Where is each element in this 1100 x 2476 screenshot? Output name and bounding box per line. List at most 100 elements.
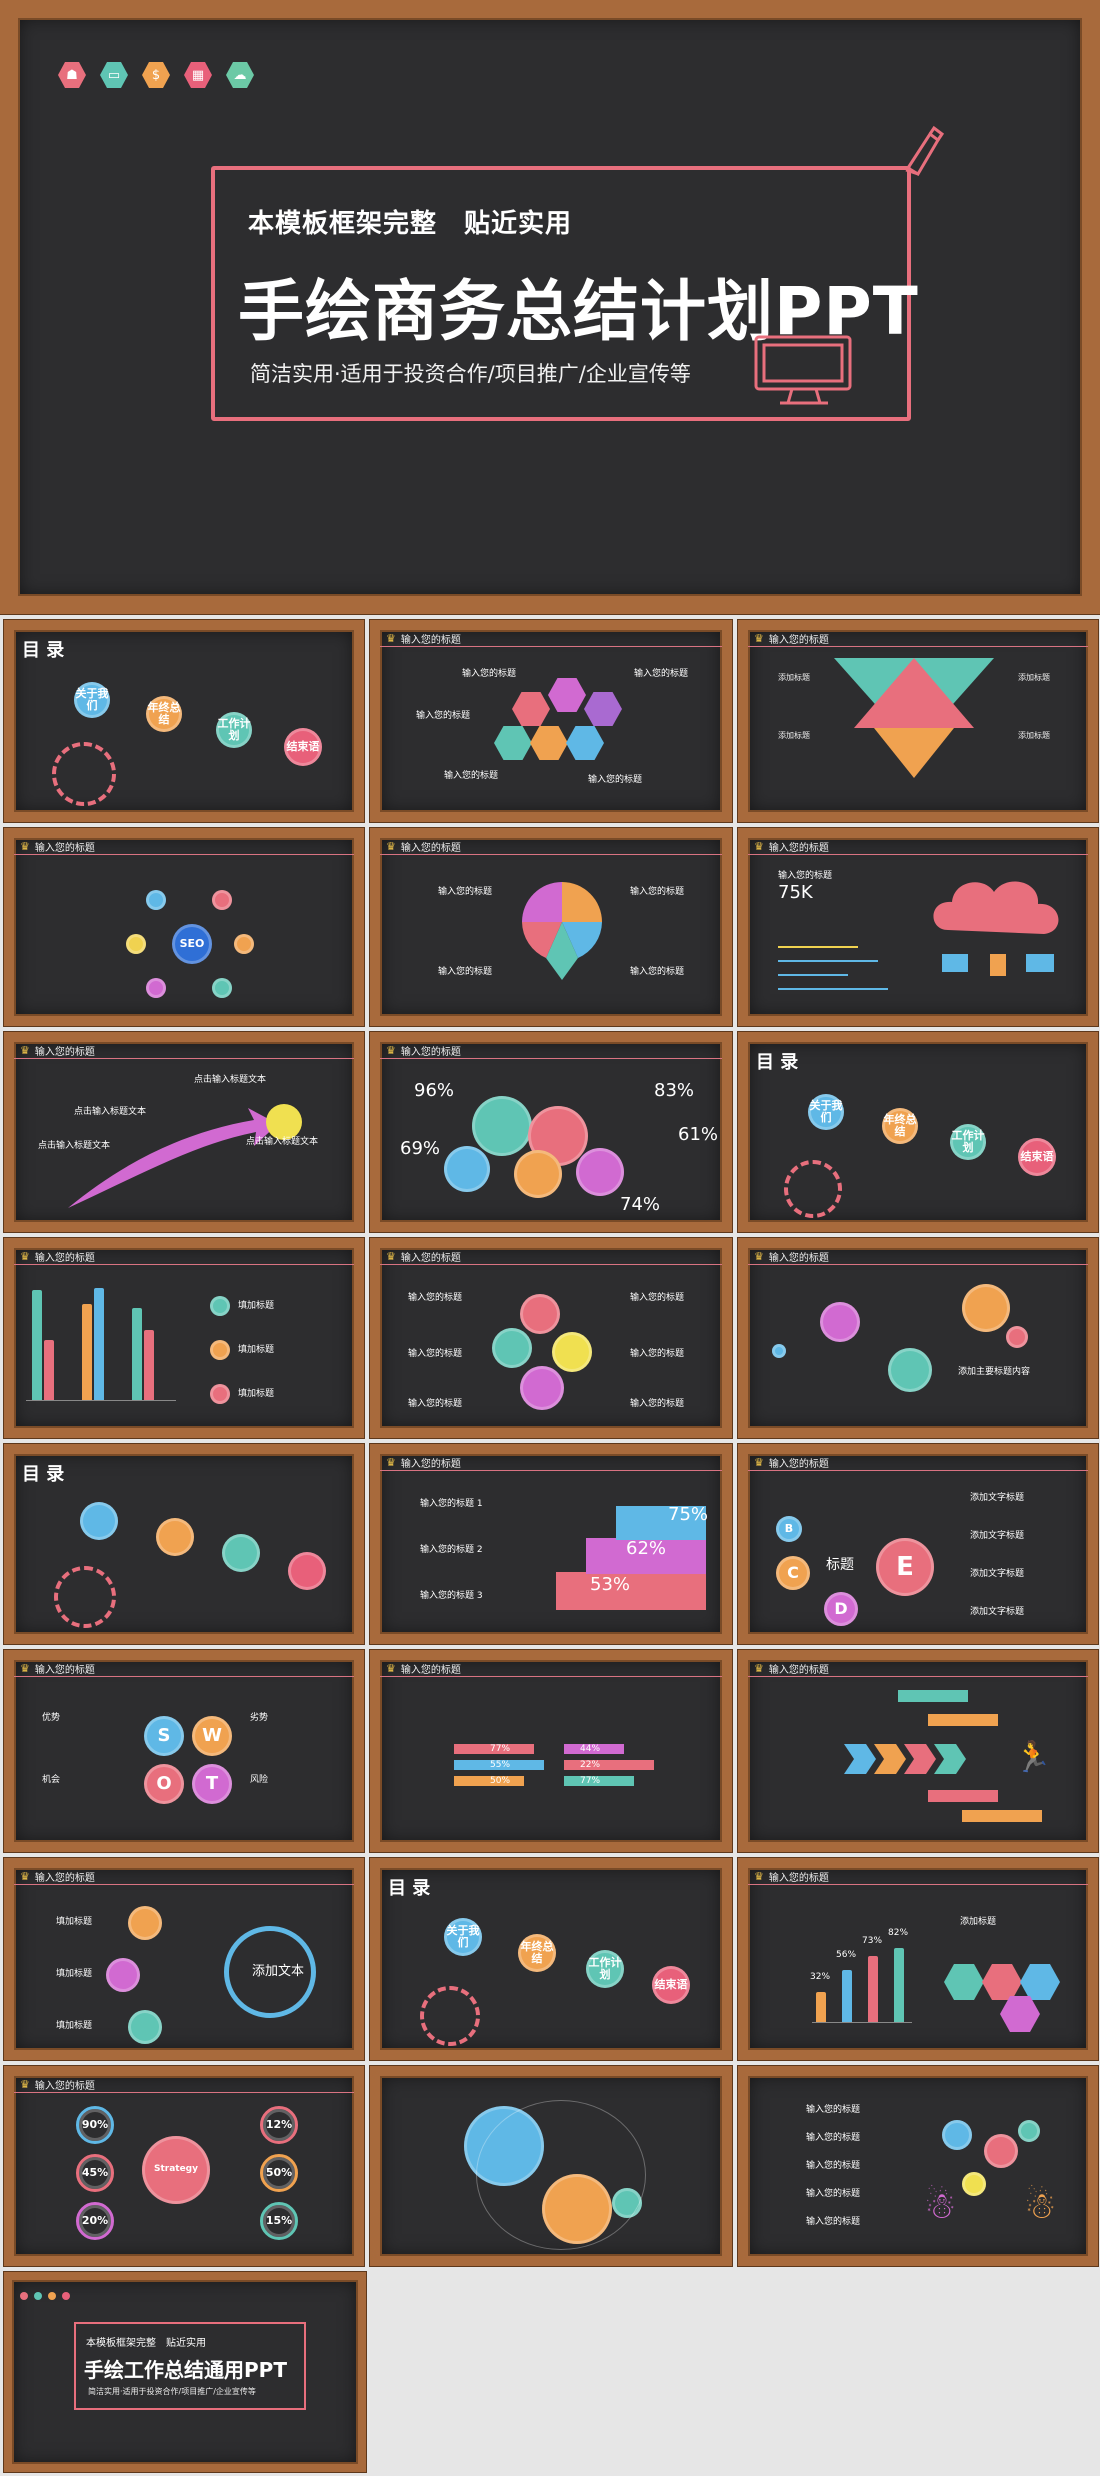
percent-label: 75% [668,1504,709,1525]
swot-circle: S [144,1716,184,1756]
spoke-node [146,890,166,910]
slide-thumb-speech-bubbles[interactable] [370,2066,732,2266]
slide-thumb-hexagons[interactable]: ♛ 输入您的标题 输入您的标题 输入您的标题 输入您的标题 输入您的标题 输入您的… [370,620,732,822]
percent-label: 22% [580,1760,601,1770]
slide-thumb-bar-hex[interactable]: ♛ 输入您的标题 32% 56% 73% 82% 添加标题 [738,1858,1098,2060]
text-label: 点击输入标题文本 [38,1141,111,1151]
growth-arrow [68,1104,302,1208]
gear-icon [1018,2120,1040,2142]
slide-thumb-bubbles[interactable]: ♛ 输入您的标题 96% 83% 69% 61% 74% [370,1032,732,1232]
hexagon [1000,1996,1040,2032]
percent-ring: 12% [260,2106,298,2144]
text-label: 输入您的标题 3 [420,1591,483,1601]
trophy-icon: ♛ [754,1869,764,1883]
bar [894,1948,904,2022]
center-text: 添加文本 [252,1964,305,1979]
slide-thumb-swot[interactable]: ♛ 输入您的标题 S W O T 优势 劣势 机会 风险 [4,1650,364,1852]
bar [44,1340,54,1400]
slide-thumb-gears[interactable]: 输入您的标题 输入您的标题 输入您的标题 输入您的标题 输入您的标题 ☃ ☃ [738,2066,1098,2266]
text-label: 输入您的标题 [806,2133,861,2143]
slide-thumb-hbars[interactable]: ♛ 输入您的标题 77% 55% 50% 44% 22% 77% [370,1650,732,1852]
text-label: 添加标题 [1018,731,1050,740]
hero-subtitle: 本模板框架完整 贴近实用 [248,209,573,239]
h-bar [454,1760,544,1770]
strategy-hub: Strategy [142,2136,210,2204]
text-label: 输入您的标题 [630,1293,685,1303]
cluster-circle [520,1294,560,1334]
slide-thumb-circle-cluster[interactable]: ♛ 输入您的标题 输入您的标题 输入您的标题 输入您的标题 输入您的标题 输入您的… [370,1238,732,1438]
text-label: 点击输入标题文本 [74,1107,147,1117]
toc-item: 年终总结 [146,696,182,732]
slide-thumb-dots[interactable]: ♛ 输入您的标题 添加主要标题内容 [738,1238,1098,1438]
dot [820,1302,860,1342]
bar [144,1330,154,1400]
location-pin-pie [522,882,602,980]
toc-item: 工作计划 [950,1124,986,1160]
stair-step [616,1506,706,1540]
slide-thumb-arrow[interactable]: ♛ 输入您的标题 点击输入标题文本 点击输入标题文本 点击输入标题文本 点击输入标… [4,1032,364,1232]
people-icon: ☗ [58,62,86,88]
slide-thumb-cloud[interactable]: ♛ 输入您的标题 输入您的标题 75K [738,828,1098,1026]
percent-label: 74% [620,1194,661,1215]
gear-icon [942,2120,972,2150]
dot [888,1348,932,1392]
text-label: 输入您的标题 [438,967,493,977]
text-label: 添加文字标题 [970,1607,1025,1617]
text-label: 风险 [250,1775,269,1785]
slide-thumb-toc-3[interactable]: 目 录 [4,1444,364,1644]
text-label: 输入您的标题 [806,2217,861,2227]
text-label: 输入您的标题 [444,771,499,781]
slide-thumb-toc-1[interactable]: 目 录 关于我们 年终总结 工作计划 结束语 [4,620,364,822]
slide-thumb-stairs[interactable]: ♛ 输入您的标题 输入您的标题 1 输入您的标题 2 输入您的标题 3 75% 6… [370,1444,732,1644]
text-label: 添加文字标题 [970,1569,1025,1579]
toc-item: 工作计划 [216,712,252,748]
text-label: 输入您的标题 [416,711,471,721]
text-label: 添加标题 [960,1917,997,1927]
trophy-icon: ♛ [20,1869,30,1883]
text-label: 输入您的标题 [806,2105,861,2115]
progress-line [778,960,878,962]
orbit-ring [476,2100,646,2250]
slide-thumb-letters[interactable]: ♛ 输入您的标题 B C D E 标题 添加文字标题 添加文字标题 添加文字标题 … [738,1444,1098,1644]
slide-thumb-bars[interactable]: ♛ 输入您的标题 填加标题 填加标题 填加标题 [4,1238,364,1438]
spoke-node [234,934,254,954]
trophy-icon: ♛ [386,1455,396,1469]
hero-icon-row: ☗ ▭ $ ▦ ☁ [58,62,254,88]
percent-label: 96% [414,1080,455,1101]
center-ring [224,1926,316,2018]
slide-thumb-strategy[interactable]: ♛ 输入您的标题 90% 45% 20% 12% 50% 15% Strategy [4,2066,364,2266]
slide-thumb-seo[interactable]: ♛ 输入您的标题 SEO [4,828,364,1026]
monitor-icon: ▭ [100,62,128,88]
bubble [576,1148,624,1196]
toc-title: 目 录 [756,1052,799,1073]
cover-slide[interactable]: ☗ ▭ $ ▦ ☁ [0,0,1100,614]
slide-thumb-chevrons[interactable]: ♛ 输入您的标题 🏃 [738,1650,1098,1852]
slide-header: ♛ 输入您的标题 [380,1454,722,1471]
h-bar [454,1744,534,1754]
slide-thumb-toc-2[interactable]: 目 录 关于我们 年终总结 工作计划 结束语 [738,1032,1098,1232]
title-label: 标题 [826,1557,854,1573]
text-label: 输入您的标题 [408,1349,463,1359]
runner-icon: 🏃 [1014,1740,1052,1775]
progress-ring [784,1160,842,1218]
slide-header: ♛ 输入您的标题 [14,2076,354,2093]
slide-thumb-closing[interactable]: 本模板框架完整 贴近实用 手绘工作总结通用PPT 简洁实用·适用于投资合作/项目… [4,2272,366,2472]
slide-thumb-add-text[interactable]: ♛ 输入您的标题 添加文本 填加标题 填加标题 填加标题 [4,1858,364,2060]
progress-ring [54,1566,116,1628]
spoke-node [126,934,146,954]
legend-dot [210,1384,230,1404]
percent-label: 61% [678,1124,719,1145]
percent-label: 83% [654,1080,695,1101]
text-label: 输入您的标题 [438,887,493,897]
cluster-circle [492,1328,532,1368]
text-label: 点击输入标题文本 [246,1137,319,1147]
slide-header: ♛ 输入您的标题 [14,1042,354,1059]
slide-thumb-toc-4[interactable]: 目 录 关于我们 年终总结 工作计划 结束语 [370,1858,732,2060]
slide-thumb-triangles[interactable]: ♛ 输入您的标题 添加标题 添加标题 添加标题 添加标题 [738,620,1098,822]
color-dots [20,2292,70,2300]
legend-dot [210,1340,230,1360]
slide-thumb-pie-pin[interactable]: ♛ 输入您的标题 输入您的标题 输入您的标题 输入您的标题 输入您的标题 [370,828,732,1026]
bubble [514,1150,562,1198]
title-frame [74,2322,306,2410]
pen-icon [905,125,944,176]
